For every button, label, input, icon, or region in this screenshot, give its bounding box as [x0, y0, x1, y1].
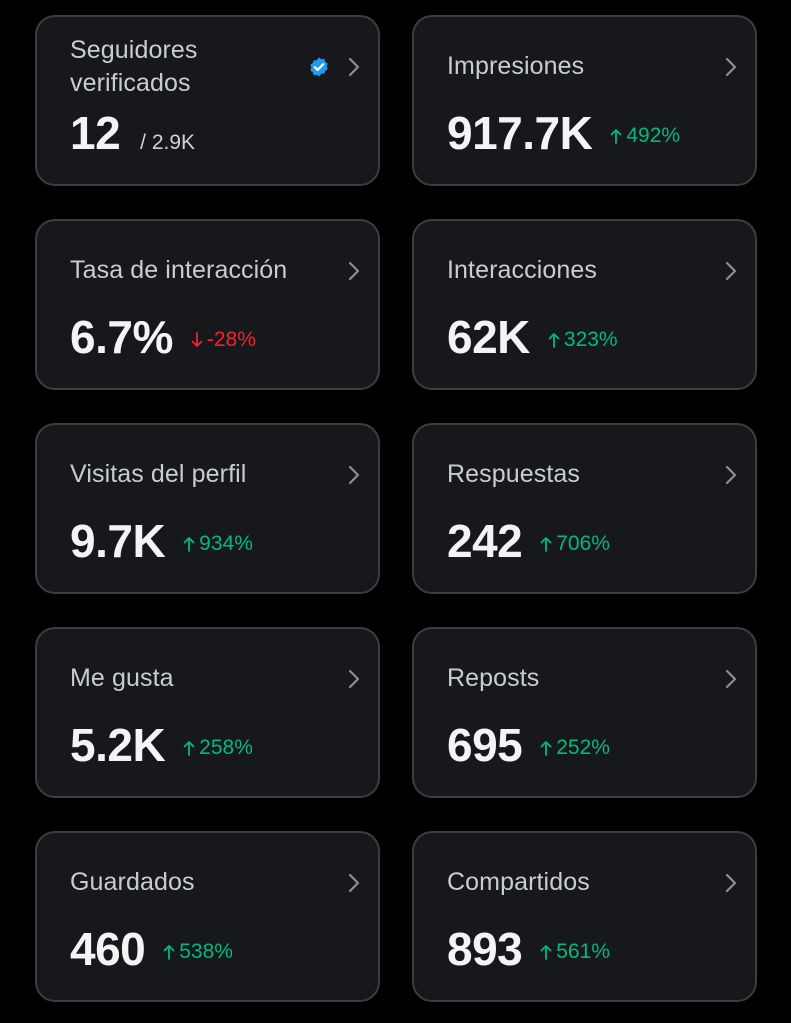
metric-delta: 934% — [183, 532, 253, 556]
metric-delta: 323% — [548, 328, 618, 352]
metric-delta-value: 258% — [199, 736, 253, 759]
metric-delta-value: 706% — [556, 532, 610, 555]
metric-row: 893 561% — [447, 921, 610, 977]
chevron-right-icon — [348, 873, 360, 893]
metric-delta-value: -28% — [206, 328, 256, 351]
metric-delta-value: 538% — [179, 940, 233, 963]
metric-row: 6.7% -28% — [70, 309, 256, 365]
metric-total: / 2.9K — [140, 131, 196, 154]
chevron-right-icon — [348, 57, 360, 77]
chevron-right-icon — [725, 873, 737, 893]
metric-value: 695 — [447, 719, 523, 771]
metric-row: 242 706% — [447, 513, 610, 569]
metric-delta-value: 934% — [199, 532, 253, 555]
card-title: Visitas del perfil — [70, 460, 247, 488]
chevron-right-icon — [725, 669, 737, 689]
card-title: Respuestas — [447, 460, 581, 488]
card-interactions[interactable]: Interacciones 62K 323% — [412, 219, 757, 390]
metric-delta: 252% — [540, 736, 610, 760]
metric-delta-value: 323% — [563, 328, 618, 351]
card-bookmarks[interactable]: Guardados 460 538% — [35, 831, 380, 1002]
metric-delta-value: 561% — [556, 940, 610, 963]
metric-value: 12 — [70, 107, 121, 159]
metric-row: 460 538% — [70, 921, 233, 977]
card-title: Impresiones — [447, 52, 585, 80]
arrow-down-icon — [191, 332, 203, 347]
metric-value: 62K — [447, 311, 530, 363]
card-title: Tasa de interacción — [70, 256, 288, 284]
arrow-up-icon — [163, 945, 175, 960]
metric-row: 695 252% — [447, 717, 610, 773]
card-title: Compartidos — [447, 868, 590, 896]
card-likes[interactable]: Me gusta 5.2K 258% — [35, 627, 380, 798]
metric-value: 460 — [70, 923, 146, 975]
arrow-up-icon — [540, 741, 552, 756]
chevron-right-icon — [725, 261, 737, 281]
card-shares[interactable]: Compartidos 893 561% — [412, 831, 757, 1002]
metric-row: 62K 323% — [447, 309, 618, 365]
metric-delta-value: 252% — [556, 736, 610, 759]
metric-row: 917.7K 492% — [447, 105, 680, 161]
metric-row: 5.2K 258% — [70, 717, 253, 773]
metric-delta: 706% — [540, 532, 610, 556]
metric-value: 917.7K — [447, 107, 593, 159]
card-profile-visits[interactable]: Visitas del perfil 9.7K 934% — [35, 423, 380, 594]
metric-delta: 258% — [183, 736, 253, 760]
metric-row: 9.7K 934% — [70, 513, 253, 569]
metric-delta: 538% — [163, 940, 233, 964]
metric-value: 6.7% — [70, 311, 173, 363]
arrow-up-icon — [183, 537, 195, 552]
card-engagement-rate[interactable]: Tasa de interacción 6.7% -28% — [35, 219, 380, 390]
chevron-right-icon — [725, 57, 737, 77]
card-verified-followers[interactable]: Seguidores verificados 12 / 2.9K — [35, 15, 380, 186]
chevron-right-icon — [348, 465, 360, 485]
card-title: Reposts — [447, 664, 540, 692]
metric-row: 12 / 2.9K — [70, 105, 195, 161]
chevron-right-icon — [348, 261, 360, 281]
metric-delta-value: 492% — [626, 124, 681, 147]
arrow-up-icon — [540, 945, 552, 960]
card-title: Guardados — [70, 868, 195, 896]
card-title: Me gusta — [70, 664, 174, 692]
analytics-grid: Seguidores verificados 12 / 2.9K Impresi… — [35, 15, 757, 1002]
arrow-up-icon — [548, 333, 560, 348]
metric-delta: 561% — [540, 940, 610, 964]
arrow-up-icon — [610, 129, 622, 144]
metric-delta: 492% — [610, 124, 680, 148]
card-reposts[interactable]: Reposts 695 252% — [412, 627, 757, 798]
chevron-right-icon — [725, 465, 737, 485]
card-replies[interactable]: Respuestas 242 706% — [412, 423, 757, 594]
metric-value: 5.2K — [70, 719, 166, 771]
card-impressions[interactable]: Impresiones 917.7K 492% — [412, 15, 757, 186]
arrow-up-icon — [540, 537, 552, 552]
card-title: Seguidores verificados — [70, 36, 198, 97]
metric-value: 9.7K — [70, 515, 166, 567]
verified-badge-icon — [310, 57, 328, 77]
metric-delta: -28% — [191, 328, 256, 352]
arrow-up-icon — [183, 741, 195, 756]
card-title: Interacciones — [447, 256, 597, 284]
metric-value: 242 — [447, 515, 523, 567]
chevron-right-icon — [348, 669, 360, 689]
metric-value: 893 — [447, 923, 523, 975]
